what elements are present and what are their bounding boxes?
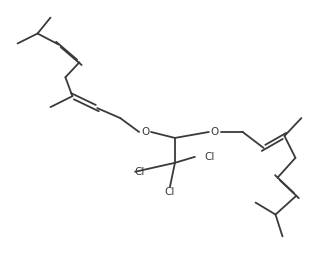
Text: Cl: Cl: [205, 152, 215, 162]
Text: Cl: Cl: [165, 187, 175, 197]
Text: O: O: [141, 127, 149, 137]
Text: O: O: [211, 127, 219, 137]
Text: Cl: Cl: [135, 167, 145, 177]
